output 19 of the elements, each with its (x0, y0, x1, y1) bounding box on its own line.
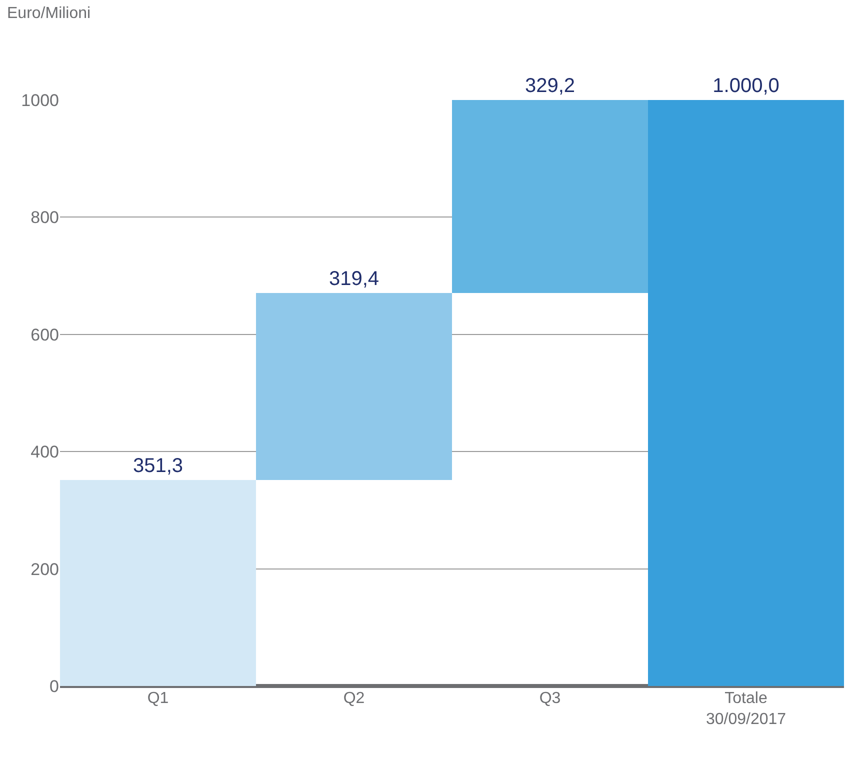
y-tick-label: 0 (50, 676, 59, 696)
x-tick-label: Totale 30/09/2017 (706, 690, 786, 728)
data-label: 351,3 (132, 455, 184, 477)
bar (256, 293, 452, 480)
data-label: 329,2 (524, 75, 576, 97)
x-tick-label: Q1 (147, 690, 169, 707)
data-label: 319,4 (328, 268, 380, 290)
bar (452, 100, 648, 293)
x-tick-label: Q3 (539, 690, 561, 707)
data-label: 1.000,0 (712, 75, 780, 97)
y-tick-label: 1000 (21, 90, 59, 110)
y-tick-label: 800 (30, 208, 59, 228)
x-tick-label: Q2 (343, 690, 365, 707)
y-axis-title: Euro/Milioni (7, 5, 91, 22)
bar (648, 100, 844, 686)
y-tick-label: 200 (30, 560, 59, 579)
y-tick-label: 400 (30, 442, 59, 462)
y-tick-label: 600 (30, 325, 59, 344)
bar (60, 480, 256, 686)
